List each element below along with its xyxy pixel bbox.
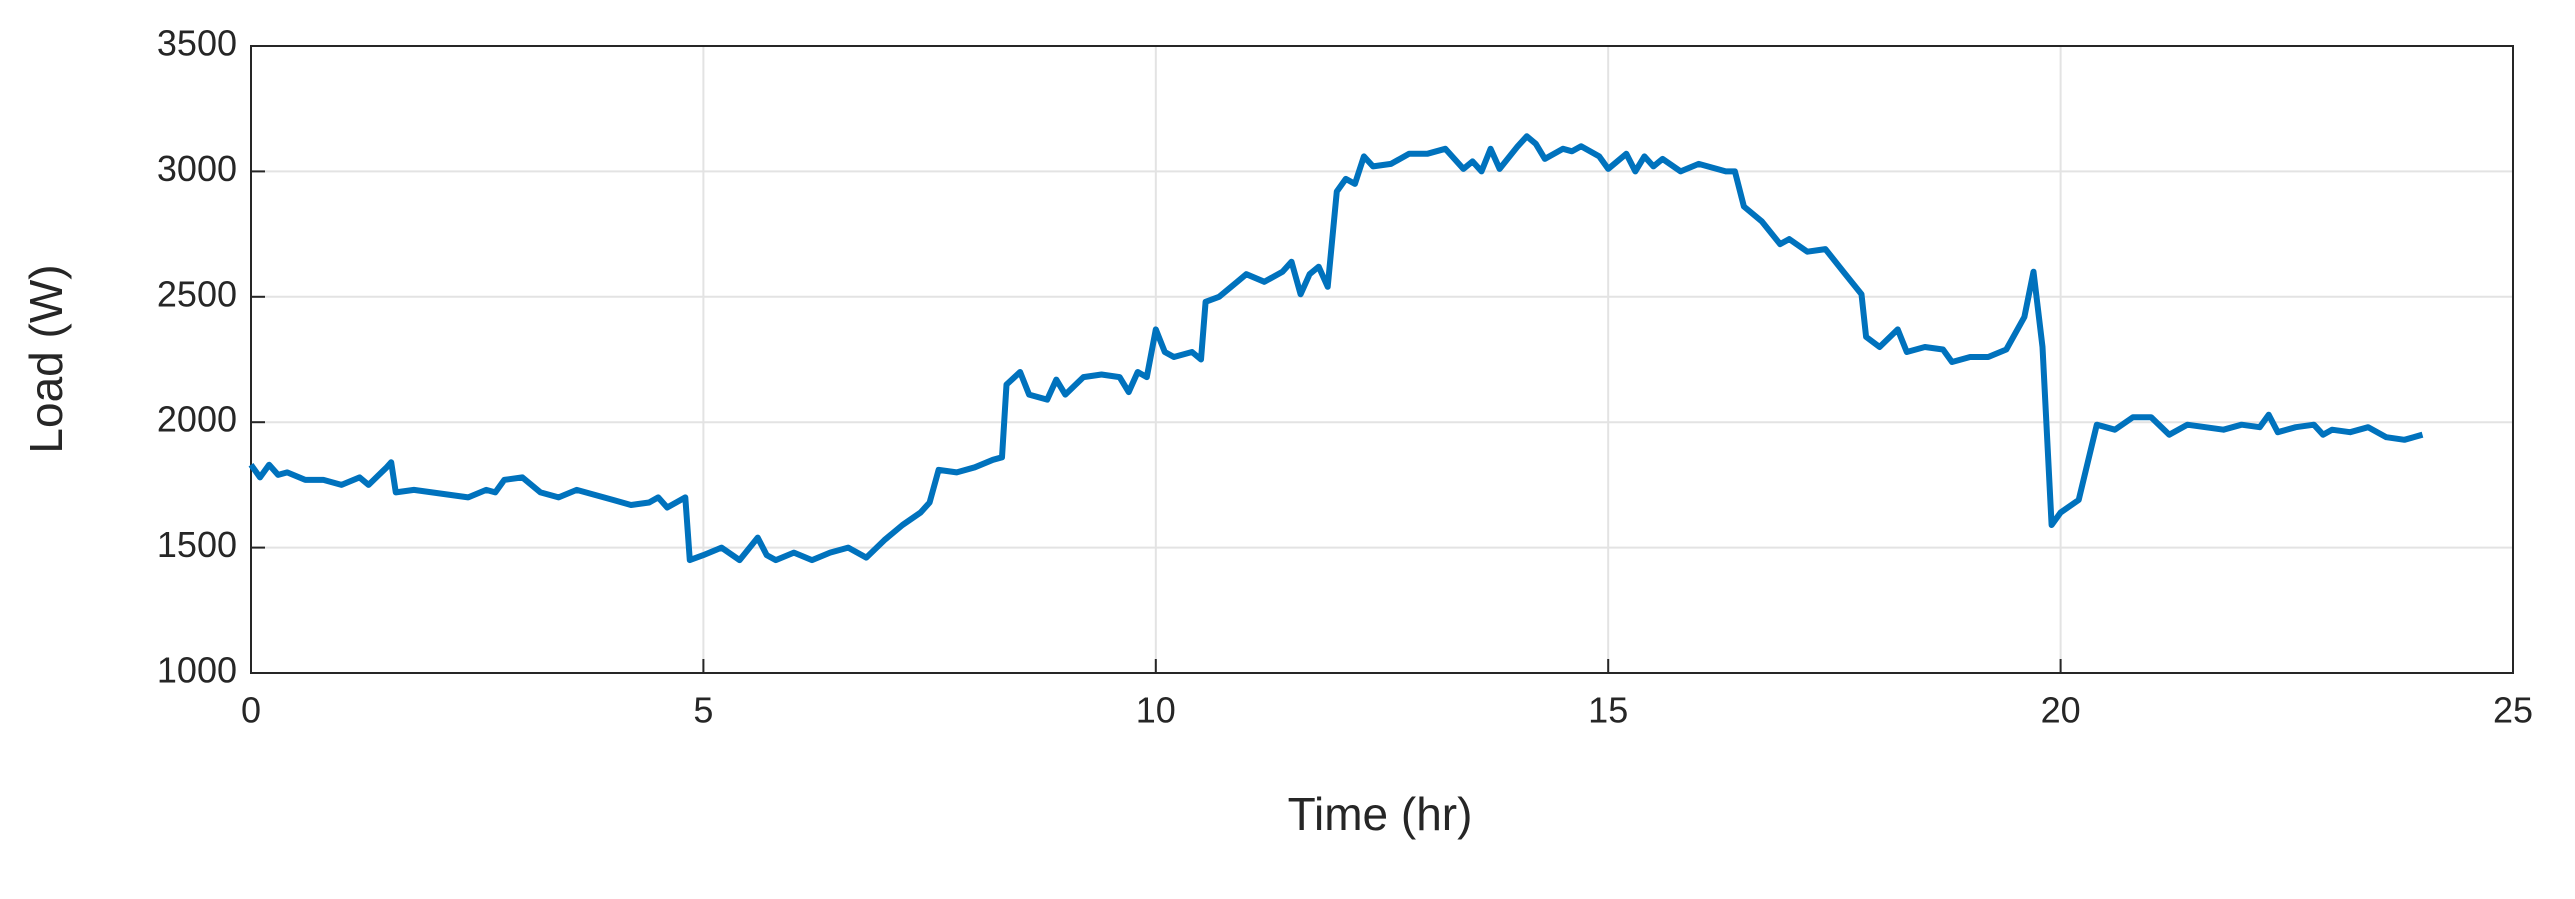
y-tick-label: 2000 xyxy=(157,399,237,440)
x-tick-label: 0 xyxy=(241,690,261,731)
x-tick-label: 5 xyxy=(693,690,713,731)
x-axis-label: Time (hr) xyxy=(1288,788,1473,840)
y-tick-label: 1500 xyxy=(157,524,237,565)
y-tick-label: 2500 xyxy=(157,273,237,314)
x-tick-label: 15 xyxy=(1588,690,1628,731)
x-tick-label: 20 xyxy=(2041,690,2081,731)
x-tick-label: 25 xyxy=(2493,690,2533,731)
y-tick-label: 3500 xyxy=(157,23,237,64)
x-tick-label: 10 xyxy=(1136,690,1176,731)
y-axis-label: Load (W) xyxy=(20,264,72,453)
y-tick-label: 1000 xyxy=(157,650,237,691)
plot-frame xyxy=(250,45,2514,674)
y-tick-label: 3000 xyxy=(157,148,237,189)
data-line xyxy=(248,133,2424,564)
